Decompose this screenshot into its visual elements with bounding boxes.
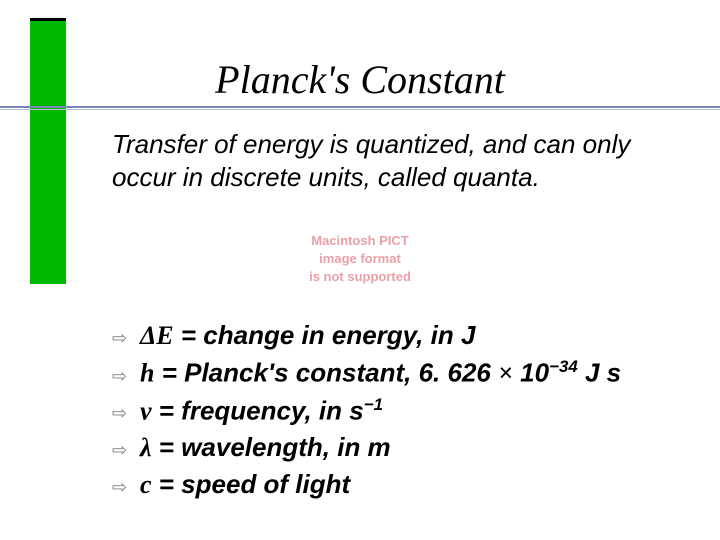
symbol-delta-e: ΔE (140, 321, 174, 350)
symbol-nu: ν (140, 396, 152, 425)
list-item: ⇨ ΔE = change in energy, in J (112, 320, 700, 351)
title-underline (0, 106, 720, 110)
symbol-lambda: λ (140, 433, 152, 462)
pict-error-line: Macintosh PICT (309, 232, 411, 250)
item-text: c = speed of light (140, 469, 350, 500)
arrow-icon: ⇨ (112, 440, 130, 461)
list-item: ⇨ ν = frequency, in s−1 (112, 395, 700, 427)
arrow-icon: ⇨ (112, 477, 130, 498)
list-item: ⇨ c = speed of light (112, 469, 700, 500)
intro-paragraph: Transfer of energy is quantized, and can… (112, 128, 680, 193)
symbol-c: c (140, 470, 152, 499)
item-text: λ = wavelength, in m (140, 432, 391, 463)
arrow-icon: ⇨ (112, 366, 130, 387)
pict-error-line: image format (309, 250, 411, 268)
arrow-icon: ⇨ (112, 328, 130, 349)
list-item: ⇨ h = Planck's constant, 6. 626 × 10−34 … (112, 357, 700, 389)
definition-list: ⇨ ΔE = change in energy, in J ⇨ h = Plan… (112, 320, 700, 506)
pict-error-line: is not supported (309, 268, 411, 286)
pict-error-placeholder: Macintosh PICT image format is not suppo… (309, 232, 411, 287)
item-text: ν = frequency, in s−1 (140, 395, 383, 427)
symbol-h: h (140, 359, 154, 388)
list-item: ⇨ λ = wavelength, in m (112, 432, 700, 463)
item-text: ΔE = change in energy, in J (140, 320, 475, 351)
page-title: Planck's Constant (0, 56, 720, 103)
arrow-icon: ⇨ (112, 403, 130, 424)
item-text: h = Planck's constant, 6. 626 × 10−34 J … (140, 357, 621, 389)
